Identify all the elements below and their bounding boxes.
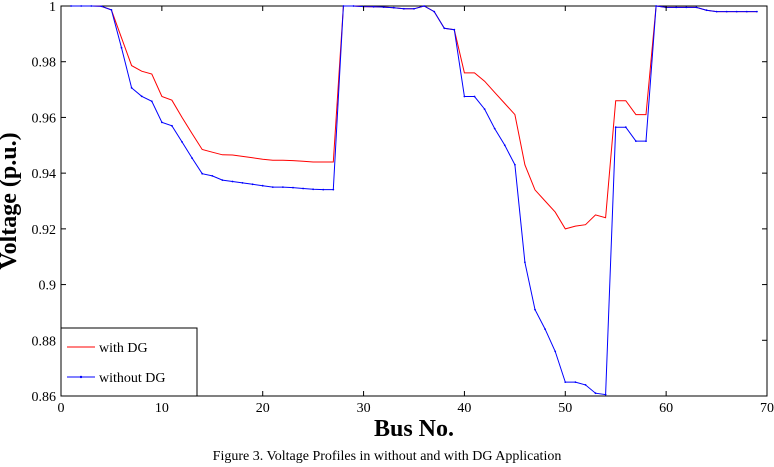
series-point bbox=[463, 95, 466, 98]
y-axis-label: Voltage (p.u.) bbox=[0, 132, 22, 269]
series-point bbox=[382, 6, 385, 8]
series-point bbox=[120, 46, 123, 49]
series-point bbox=[453, 28, 456, 31]
series-point bbox=[735, 10, 738, 13]
series-point bbox=[271, 186, 274, 189]
series-point bbox=[483, 108, 486, 110]
series-point bbox=[423, 5, 425, 7]
series-point bbox=[201, 172, 204, 175]
series-point bbox=[110, 9, 113, 11]
series-point bbox=[695, 6, 698, 9]
series-point bbox=[312, 188, 314, 191]
series-point bbox=[443, 27, 446, 30]
series-point bbox=[503, 144, 506, 147]
series-point bbox=[624, 126, 627, 129]
plot-area bbox=[60, 5, 768, 397]
x-axis-label: Bus No. bbox=[374, 416, 454, 442]
series-point bbox=[756, 10, 758, 13]
series-point bbox=[685, 6, 688, 9]
series-point bbox=[635, 140, 637, 143]
y-tick-label: 0.86 bbox=[32, 390, 57, 405]
series-point bbox=[241, 182, 244, 184]
series-point bbox=[604, 393, 607, 396]
legend-label: with DG bbox=[99, 341, 148, 356]
series-point bbox=[211, 175, 214, 177]
series-layer bbox=[70, 5, 758, 396]
series-point bbox=[534, 308, 536, 311]
x-tick-label: 40 bbox=[457, 401, 471, 416]
series-point bbox=[251, 183, 254, 186]
series-point bbox=[80, 5, 83, 7]
series-point bbox=[90, 5, 93, 7]
series-point bbox=[100, 5, 103, 8]
legend-box bbox=[60, 327, 198, 397]
series-point bbox=[130, 87, 133, 89]
series-point bbox=[493, 127, 496, 130]
voltage-profile-chart: 0 10 20 30 40 50 60 70 0.860.880.90.920.940.960… bbox=[0, 0, 774, 442]
series-point bbox=[352, 5, 355, 7]
series-point bbox=[584, 384, 587, 386]
series-point bbox=[292, 186, 294, 189]
x-tick-label: 70 bbox=[760, 401, 774, 416]
series-point bbox=[574, 381, 577, 383]
y-tick-label: 0.98 bbox=[32, 56, 57, 71]
series-point bbox=[675, 6, 678, 9]
y-tick-label: 0.96 bbox=[32, 111, 57, 126]
series-point bbox=[725, 10, 728, 13]
plot-frame bbox=[60, 5, 768, 397]
series-point bbox=[140, 95, 143, 98]
series-point bbox=[261, 184, 264, 187]
series-point bbox=[433, 10, 436, 13]
series-point bbox=[413, 7, 415, 10]
series-point bbox=[564, 381, 567, 383]
y-tick-label: 0.92 bbox=[32, 223, 57, 238]
series-point bbox=[231, 180, 234, 183]
y-tick-label: 1 bbox=[49, 0, 56, 15]
y-tick-label: 0.88 bbox=[32, 334, 57, 349]
x-tick-label: 10 bbox=[155, 401, 169, 416]
legend-label: without DG bbox=[99, 371, 166, 386]
series-point bbox=[322, 188, 325, 191]
series-point bbox=[221, 179, 224, 182]
series-point bbox=[171, 124, 173, 127]
series-point bbox=[161, 121, 163, 124]
series-point bbox=[524, 261, 526, 264]
x-tick-label: 0 bbox=[58, 401, 65, 416]
series-point bbox=[745, 10, 748, 13]
series-point bbox=[302, 187, 304, 190]
series-point bbox=[715, 10, 718, 13]
series-point bbox=[514, 163, 516, 166]
legend: with DG without DG bbox=[60, 327, 198, 397]
series-point bbox=[372, 5, 375, 8]
x-tick-label: 60 bbox=[659, 401, 673, 416]
series-point bbox=[70, 5, 72, 7]
series-point bbox=[645, 140, 647, 143]
series-point bbox=[181, 141, 183, 143]
x-tick-label: 30 bbox=[357, 401, 371, 416]
series-point bbox=[282, 186, 284, 189]
series-point bbox=[594, 392, 597, 395]
legend-marker bbox=[79, 375, 83, 379]
series-point bbox=[655, 5, 657, 7]
series-point bbox=[392, 6, 395, 9]
series-point bbox=[403, 7, 405, 10]
series-point bbox=[544, 328, 546, 330]
y-tick-label: 0.94 bbox=[32, 167, 57, 182]
x-tick-label: 20 bbox=[256, 401, 270, 416]
x-tick-label: 50 bbox=[558, 401, 572, 416]
series-point bbox=[473, 95, 476, 98]
series-point bbox=[342, 5, 345, 7]
series-point bbox=[191, 157, 194, 160]
series-point bbox=[554, 350, 557, 353]
series-point bbox=[150, 100, 153, 103]
figure-caption: Figure 3. Voltage Profiles in without an… bbox=[212, 449, 562, 464]
series-point bbox=[614, 126, 617, 129]
y-tick-label: 0.9 bbox=[39, 279, 57, 294]
series-point bbox=[332, 188, 335, 191]
y-axis: 0.86 0.88 0.9 0.92 0.94 0.96 0.98 1 bbox=[32, 0, 767, 405]
series-point bbox=[705, 9, 708, 12]
